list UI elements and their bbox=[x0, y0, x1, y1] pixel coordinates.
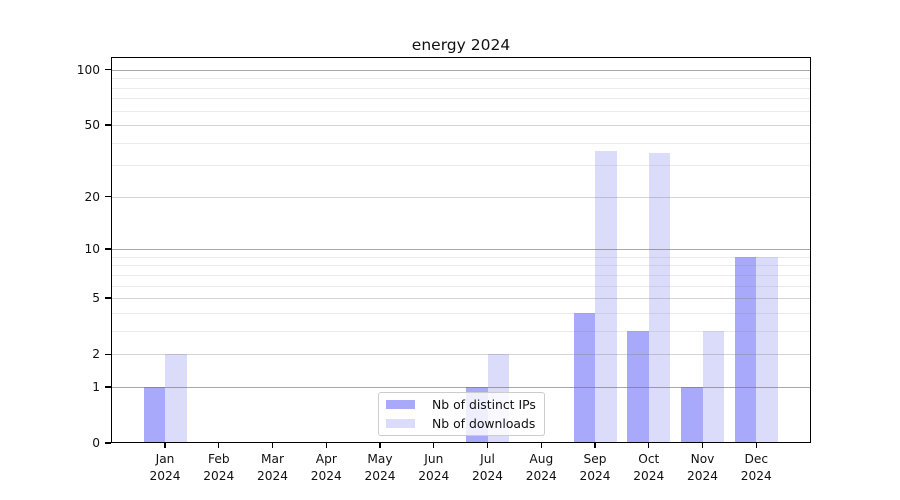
gridline-70 bbox=[111, 98, 811, 100]
gridline-6 bbox=[111, 285, 811, 287]
x-tick-label: Jul 2024 bbox=[471, 452, 504, 483]
y-axis-tick bbox=[105, 442, 111, 444]
gridline-20 bbox=[111, 196, 811, 198]
x-tick-label: Sep 2024 bbox=[579, 452, 611, 483]
gridline-9 bbox=[111, 256, 811, 258]
x-axis-tick bbox=[701, 443, 704, 448]
x-axis-tick bbox=[540, 443, 542, 448]
y-axis-tick bbox=[105, 353, 111, 355]
x-axis-tick bbox=[325, 443, 327, 448]
bar-downloads bbox=[756, 256, 778, 443]
x-tick-label: Jun 2024 bbox=[418, 452, 450, 483]
y-tick-label: 100 bbox=[76, 62, 100, 77]
legend-row-distinct-ips: Nb of distinct IPs bbox=[386, 397, 537, 412]
gridline-90 bbox=[111, 78, 811, 80]
bar-distinct-ips bbox=[681, 386, 703, 443]
x-tick-label: Jan 2024 bbox=[149, 452, 181, 483]
y-axis-tick bbox=[105, 248, 111, 250]
y-axis-tick bbox=[105, 124, 111, 126]
y-axis-tick bbox=[105, 69, 111, 71]
bar-distinct-ips bbox=[734, 256, 757, 443]
gridline-40 bbox=[111, 142, 811, 144]
y-axis-tick bbox=[105, 196, 111, 198]
gridline-8 bbox=[111, 265, 811, 267]
bar-distinct-ips bbox=[143, 386, 165, 443]
gridline-3 bbox=[111, 330, 811, 332]
legend-label-downloads: Nb of downloads bbox=[432, 416, 536, 431]
y-axis-tick bbox=[105, 386, 111, 388]
x-axis-tick bbox=[164, 443, 166, 448]
y-tick-label: 1 bbox=[92, 379, 100, 394]
x-axis-tick bbox=[486, 443, 489, 448]
legend-row-downloads: Nb of downloads bbox=[386, 416, 537, 431]
y-tick-label: 2 bbox=[92, 347, 100, 362]
gridline-4 bbox=[111, 312, 811, 314]
x-tick-label: Nov 2024 bbox=[686, 452, 719, 483]
bar-downloads bbox=[165, 354, 187, 443]
x-tick-label: Apr 2024 bbox=[310, 452, 342, 483]
x-axis-tick bbox=[433, 443, 435, 448]
x-tick-label: Mar 2024 bbox=[256, 452, 289, 483]
x-tick-label: Dec 2024 bbox=[740, 452, 772, 483]
x-axis-tick bbox=[648, 443, 650, 448]
gridline-30 bbox=[111, 165, 811, 167]
bar-downloads bbox=[595, 151, 617, 443]
gridline-100 bbox=[111, 69, 811, 71]
gridline-2 bbox=[111, 354, 811, 356]
y-tick-label: 0 bbox=[92, 436, 100, 450]
y-tick-label: 5 bbox=[92, 291, 100, 306]
gridline-1 bbox=[111, 386, 811, 388]
x-axis-tick bbox=[218, 443, 220, 448]
x-axis-tick bbox=[755, 443, 757, 448]
x-axis-tick bbox=[379, 443, 381, 448]
gridline-50 bbox=[111, 125, 811, 127]
gridline-60 bbox=[111, 110, 811, 112]
y-tick-label: 20 bbox=[84, 189, 100, 204]
chart-title: energy 2024 bbox=[411, 36, 511, 54]
x-tick-label: Feb 2024 bbox=[203, 452, 235, 483]
legend: Nb of distinct IPs Nb of downloads bbox=[378, 392, 545, 436]
x-axis-tick bbox=[271, 443, 274, 448]
x-tick-label: Aug 2024 bbox=[525, 452, 557, 483]
y-tick-label: 50 bbox=[84, 118, 100, 133]
bar-downloads bbox=[648, 153, 671, 443]
x-axis-tick bbox=[594, 443, 596, 448]
gridline-7 bbox=[111, 274, 811, 276]
bar-distinct-ips bbox=[573, 312, 595, 443]
gridline-5 bbox=[111, 298, 811, 300]
y-axis-tick bbox=[105, 297, 111, 299]
legend-swatch-downloads bbox=[386, 418, 415, 429]
gridline-80 bbox=[111, 87, 811, 89]
legend-label-distinct-ips: Nb of distinct IPs bbox=[432, 397, 536, 412]
x-tick-label: Oct 2024 bbox=[633, 452, 665, 483]
legend-swatch-distinct-ips bbox=[386, 399, 415, 410]
x-tick-label: May 2024 bbox=[364, 452, 396, 483]
y-tick-label: 10 bbox=[84, 242, 100, 257]
gridline-10 bbox=[111, 249, 811, 251]
